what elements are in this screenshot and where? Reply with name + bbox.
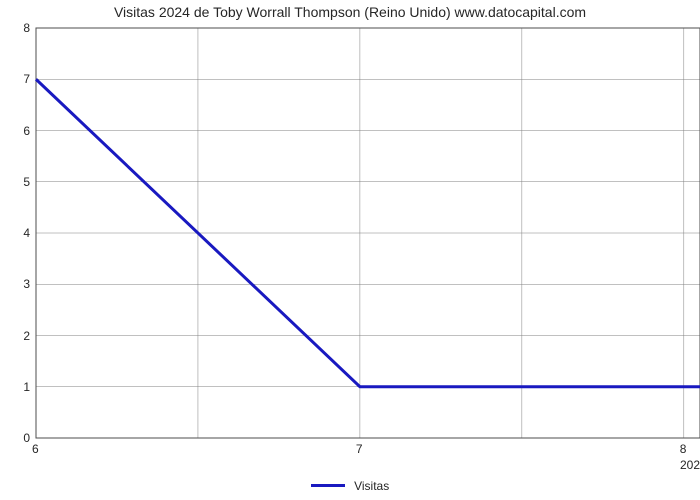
y-tick-label: 4	[23, 226, 30, 240]
plot-area	[36, 28, 700, 438]
legend-swatch	[311, 484, 345, 487]
chart-svg	[36, 28, 700, 438]
x-tick-label: 8	[680, 442, 687, 456]
line-chart: Visitas 2024 de Toby Worrall Thompson (R…	[0, 0, 700, 500]
y-tick-label: 3	[23, 277, 30, 291]
x-tick-label: 7	[356, 442, 363, 456]
y-tick-label: 5	[23, 175, 30, 189]
x-axis-extra-label: 202	[680, 458, 700, 472]
chart-title: Visitas 2024 de Toby Worrall Thompson (R…	[0, 4, 700, 20]
y-tick-label: 6	[23, 124, 30, 138]
legend: Visitas	[0, 478, 700, 493]
x-tick-label: 6	[32, 442, 39, 456]
y-tick-label: 2	[23, 329, 30, 343]
y-tick-label: 8	[23, 21, 30, 35]
legend-label: Visitas	[354, 479, 389, 493]
y-tick-label: 0	[23, 431, 30, 445]
y-tick-label: 1	[23, 380, 30, 394]
y-tick-label: 7	[23, 72, 30, 86]
